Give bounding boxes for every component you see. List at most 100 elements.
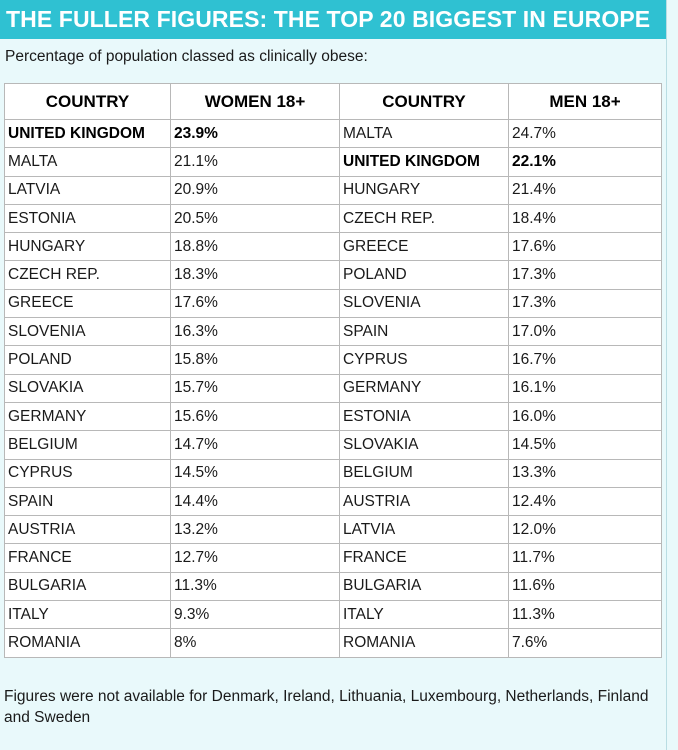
- women-country-cell: CYPRUS: [4, 458, 171, 488]
- men-country-cell: POLAND: [339, 260, 509, 290]
- women-country-cell: GERMANY: [4, 401, 171, 432]
- men-value-cell: 17.0%: [508, 317, 662, 347]
- women-country-cell: HUNGARY: [4, 232, 171, 262]
- men-value-cell: 11.3%: [508, 600, 662, 630]
- table-row: GERMANY 15.6% ESTONIA 16.0%: [4, 401, 662, 432]
- women-country-cell: UNITED KINGDOM: [4, 118, 171, 149]
- women-value-cell: 20.5%: [170, 203, 340, 234]
- women-value-cell: 13.2%: [170, 515, 340, 545]
- women-value-cell: 18.3%: [170, 260, 340, 290]
- table-row: BULGARIA 11.3% BULGARIA 11.6%: [4, 571, 662, 602]
- men-value-cell: 16.1%: [508, 373, 662, 403]
- header-women-value: WOMEN 18+: [170, 83, 340, 120]
- header-women-country: COUNTRY: [4, 83, 171, 120]
- men-value-cell: 13.3%: [508, 458, 662, 488]
- women-value-cell: 15.8%: [170, 345, 340, 375]
- table-row: FRANCE 12.7% FRANCE 11.7%: [4, 543, 662, 573]
- men-country-cell: ESTONIA: [339, 401, 509, 432]
- table-row: ESTONIA 20.5% CZECH REP. 18.4%: [4, 203, 662, 234]
- women-value-cell: 15.6%: [170, 401, 340, 432]
- women-country-cell: POLAND: [4, 345, 171, 375]
- table-row: MALTA 21.1% UNITED KINGDOM 22.1%: [4, 147, 662, 177]
- men-value-cell: 21.4%: [508, 175, 662, 205]
- men-country-cell: LATVIA: [339, 515, 509, 545]
- women-country-cell: BELGIUM: [4, 430, 171, 460]
- women-value-cell: 16.3%: [170, 317, 340, 347]
- men-country-cell: SLOVAKIA: [339, 430, 509, 460]
- women-country-cell: ROMANIA: [4, 628, 171, 658]
- women-country-cell: FRANCE: [4, 543, 171, 573]
- women-country-cell: ESTONIA: [4, 203, 171, 234]
- women-value-cell: 23.9%: [170, 118, 340, 149]
- men-country-cell: GREECE: [339, 232, 509, 262]
- men-value-cell: 12.4%: [508, 486, 662, 517]
- women-value-cell: 21.1%: [170, 147, 340, 177]
- women-country-cell: MALTA: [4, 147, 171, 177]
- women-value-cell: 17.6%: [170, 288, 340, 319]
- men-country-cell: BULGARIA: [339, 571, 509, 602]
- men-country-cell: GERMANY: [339, 373, 509, 403]
- women-country-cell: LATVIA: [4, 175, 171, 205]
- women-value-cell: 20.9%: [170, 175, 340, 205]
- men-value-cell: 14.5%: [508, 430, 662, 460]
- table-row: SLOVAKIA 15.7% GERMANY 16.1%: [4, 373, 662, 403]
- men-country-cell: HUNGARY: [339, 175, 509, 205]
- men-value-cell: 11.6%: [508, 571, 662, 602]
- men-value-cell: 12.0%: [508, 515, 662, 545]
- women-country-cell: AUSTRIA: [4, 515, 171, 545]
- page-title: THE FULLER FIGURES: THE TOP 20 BIGGEST I…: [0, 0, 666, 39]
- men-value-cell: 22.1%: [508, 147, 662, 177]
- men-value-cell: 16.7%: [508, 345, 662, 375]
- table-row: ROMANIA 8% ROMANIA 7.6%: [4, 628, 662, 658]
- men-country-cell: SLOVENIA: [339, 288, 509, 319]
- table-body: UNITED KINGDOM 23.9% MALTA 24.7% MALTA 21.1% U…: [4, 118, 662, 658]
- men-country-cell: CYPRUS: [339, 345, 509, 375]
- women-value-cell: 9.3%: [170, 600, 340, 630]
- table-row: SLOVENIA 16.3% SPAIN 17.0%: [4, 317, 662, 347]
- table-header-row: COUNTRY WOMEN 18+ COUNTRY MEN 18+: [4, 83, 662, 120]
- table-row: CZECH REP. 18.3% POLAND 17.3%: [4, 260, 662, 290]
- men-country-cell: ITALY: [339, 600, 509, 630]
- table-row: SPAIN 14.4% AUSTRIA 12.4%: [4, 486, 662, 517]
- table-row: HUNGARY 18.8% GREECE 17.6%: [4, 232, 662, 262]
- women-value-cell: 18.8%: [170, 232, 340, 262]
- women-country-cell: GREECE: [4, 288, 171, 319]
- men-country-cell: FRANCE: [339, 543, 509, 573]
- women-country-cell: SLOVENIA: [4, 317, 171, 347]
- table-row: POLAND 15.8% CYPRUS 16.7%: [4, 345, 662, 375]
- women-value-cell: 12.7%: [170, 543, 340, 573]
- table-row: LATVIA 20.9% HUNGARY 21.4%: [4, 175, 662, 205]
- subtitle: Percentage of population classed as clin…: [5, 48, 368, 65]
- men-value-cell: 17.3%: [508, 288, 662, 319]
- women-value-cell: 11.3%: [170, 571, 340, 602]
- table-row: CYPRUS 14.5% BELGIUM 13.3%: [4, 458, 662, 488]
- men-country-cell: BELGIUM: [339, 458, 509, 488]
- women-value-cell: 14.7%: [170, 430, 340, 460]
- women-country-cell: BULGARIA: [4, 571, 171, 602]
- women-country-cell: SPAIN: [4, 486, 171, 517]
- women-country-cell: SLOVAKIA: [4, 373, 171, 403]
- men-value-cell: 7.6%: [508, 628, 662, 658]
- men-country-cell: SPAIN: [339, 317, 509, 347]
- men-country-cell: MALTA: [339, 118, 509, 149]
- men-country-cell: UNITED KINGDOM: [339, 147, 509, 177]
- men-country-cell: AUSTRIA: [339, 486, 509, 517]
- men-country-cell: CZECH REP.: [339, 203, 509, 234]
- table-row: ITALY 9.3% ITALY 11.3%: [4, 600, 662, 630]
- men-value-cell: 17.6%: [508, 232, 662, 262]
- table-row: GREECE 17.6% SLOVENIA 17.3%: [4, 288, 662, 319]
- men-value-cell: 24.7%: [508, 118, 662, 149]
- footnote: Figures were not available for Denmark, …: [4, 688, 649, 726]
- women-value-cell: 15.7%: [170, 373, 340, 403]
- men-value-cell: 11.7%: [508, 543, 662, 573]
- header-men-value: MEN 18+: [508, 83, 662, 120]
- header-men-country: COUNTRY: [339, 83, 509, 120]
- table-row: UNITED KINGDOM 23.9% MALTA 24.7%: [4, 118, 662, 149]
- table-row: AUSTRIA 13.2% LATVIA 12.0%: [4, 515, 662, 545]
- men-country-cell: ROMANIA: [339, 628, 509, 658]
- women-country-cell: ITALY: [4, 600, 171, 630]
- women-value-cell: 14.5%: [170, 458, 340, 488]
- table-row: BELGIUM 14.7% SLOVAKIA 14.5%: [4, 430, 662, 460]
- women-value-cell: 14.4%: [170, 486, 340, 517]
- page-border: [666, 0, 667, 750]
